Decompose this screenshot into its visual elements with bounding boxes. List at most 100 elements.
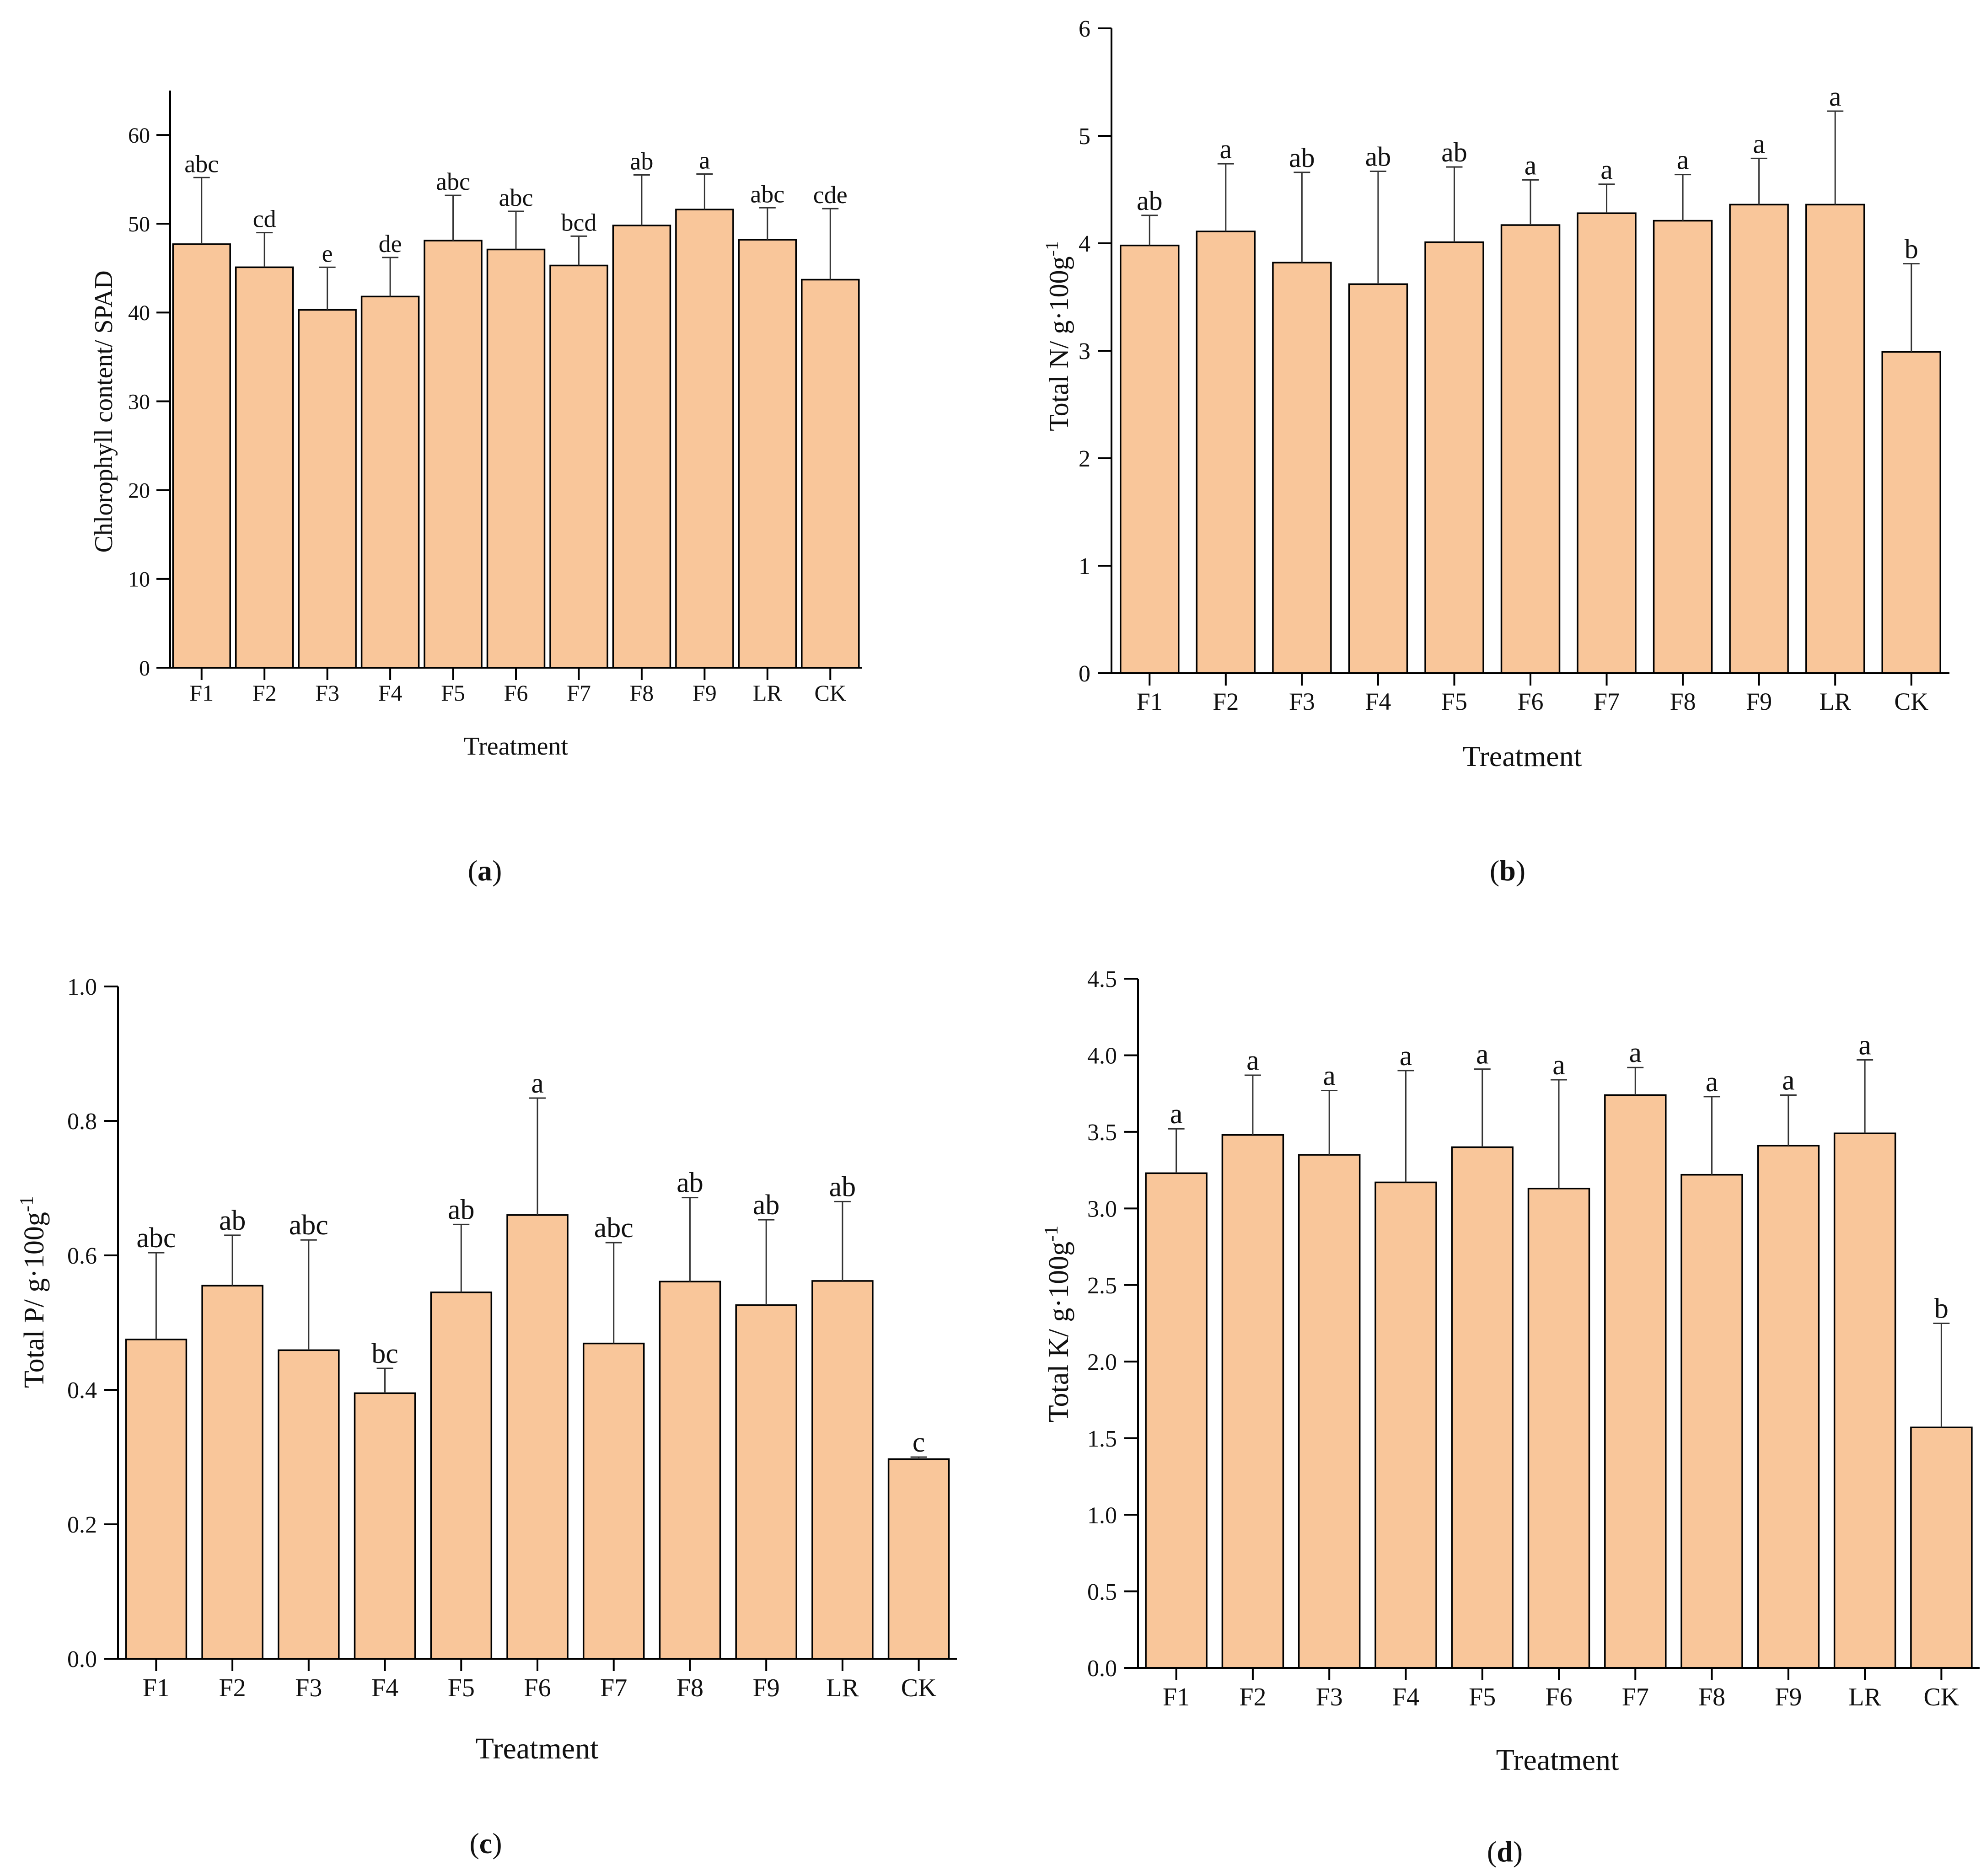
panel-b-ylabel: Total N/ g·100g-1 <box>1042 241 1074 431</box>
panel-c-x-tick-label-f4: F4 <box>371 1674 398 1702</box>
panel-a-bar-f7 <box>549 264 608 669</box>
panel-d-errorbar-f7 <box>1627 1067 1644 1095</box>
panel-a-sig-label-lr: abc <box>750 180 784 208</box>
panel-b-y-tick-label: 2 <box>1079 446 1090 472</box>
panel-b-sig-label-f3: ab <box>1289 143 1315 173</box>
panel-d-x-tick-label-f7: F7 <box>1622 1683 1649 1711</box>
panel-d-sig-label-f4: a <box>1400 1040 1412 1072</box>
panel-d-y-tick-label: 3.5 <box>1087 1120 1117 1146</box>
panel-b-x-tick-label-f4: F4 <box>1365 688 1391 715</box>
panel-d-sig-label-f8: a <box>1706 1067 1718 1098</box>
panel-c-y-tick-label: 1.0 <box>67 974 97 1000</box>
panel-d-bar-f2 <box>1221 1134 1284 1669</box>
panel-c-y-tick-label: 0.0 <box>67 1646 97 1672</box>
panel-d-bar-lr <box>1833 1132 1896 1669</box>
panel-b-errorbar-f7 <box>1598 183 1615 214</box>
panel-d-errorbar-ck <box>1933 1323 1950 1428</box>
panel-c-bar-f2 <box>201 1285 263 1660</box>
panel-d-y-tick-label: 2.0 <box>1087 1349 1117 1375</box>
panel-b-caption: (b) <box>1490 854 1525 887</box>
panel-d-xlabel: Treatment <box>1496 1743 1619 1777</box>
panel-a-sig-label-f2: cd <box>253 205 276 233</box>
panel-b-x-tick-label-f6: F6 <box>1517 688 1543 715</box>
panel-d-bar-f1 <box>1145 1172 1208 1669</box>
panel-d-errorbar-f3 <box>1321 1089 1338 1155</box>
panel-d-y-tick-label: 0.0 <box>1087 1656 1117 1682</box>
panel-d-x-tick-label-f8: F8 <box>1698 1683 1725 1711</box>
panel-c-errorbar-lr <box>834 1201 851 1281</box>
panel-d-sig-label-f5: a <box>1476 1039 1489 1070</box>
panel-d-x-tick-label-f2: F2 <box>1239 1683 1266 1711</box>
panel-b-xlabel: Treatment <box>1463 740 1582 772</box>
panel-b-bar-ck <box>1881 351 1941 674</box>
panel-c-errorbar-f5 <box>453 1223 470 1292</box>
panel-b-bar-f1 <box>1120 244 1180 674</box>
panel-b-bar-f8 <box>1653 220 1713 674</box>
panel-a-ylabel: Chlorophyll content/ SPAD <box>90 270 118 552</box>
panel-b-total-n-chart: Total N/ g·100g-1 Treatment (b) aba ab ab a… <box>1042 16 1949 887</box>
panel-a-sig-label-ck: cde <box>813 181 848 209</box>
panel-c-x-tick-label-f8: F8 <box>676 1674 703 1702</box>
panel-d-bar-ck <box>1910 1426 1973 1669</box>
panel-d-y-tick-label: 2.5 <box>1087 1273 1117 1299</box>
panel-b-bar-f3 <box>1272 262 1332 674</box>
panel-c-bar-f8 <box>659 1281 721 1660</box>
panel-b-sig-label-f9: a <box>1753 129 1765 159</box>
panel-b-sig-label-f2: a <box>1219 134 1232 164</box>
panel-b-y-tick-label: 5 <box>1079 123 1090 150</box>
panel-d-y-tick-label: 0.5 <box>1087 1579 1117 1605</box>
panel-b-bar-f2 <box>1196 230 1256 674</box>
panel-c-x-tick-label-f3: F3 <box>295 1674 322 1702</box>
panel-a-y-tick-label: 0 <box>139 656 150 681</box>
panel-c-y-tick-label: 0.6 <box>67 1243 97 1269</box>
panel-b-x-tick-label-f8: F8 <box>1670 688 1696 715</box>
panel-a-y-tick-label: 50 <box>128 212 150 236</box>
panel-c-sig-label-f2: ab <box>219 1205 246 1236</box>
panel-d-y-tick-label: 4.5 <box>1087 966 1117 992</box>
panel-d-x-tick-label-f5: F5 <box>1469 1683 1496 1711</box>
panel-a-x-tick-label-f9: F9 <box>693 680 717 706</box>
panel-c-sig-label-ck: c <box>913 1427 925 1458</box>
panel-a-sig-label-f3: e <box>322 240 333 267</box>
panel-a-bar-f9 <box>675 209 734 669</box>
panel-b-bar-f4 <box>1348 283 1408 674</box>
panel-a-sig-label-f6: abc <box>499 184 533 211</box>
panel-b-errorbar-f8 <box>1675 174 1691 221</box>
panel-b-bar-f5 <box>1424 241 1484 674</box>
panel-b-y-tick-label: 4 <box>1079 231 1090 257</box>
panel-a-bar-f2 <box>235 266 294 669</box>
panel-c-x-tick-label-f7: F7 <box>600 1674 627 1702</box>
panel-c-x-tick-label-f9: F9 <box>753 1674 780 1702</box>
panel-d-bar-f6 <box>1527 1188 1590 1669</box>
panel-a-chlorophyll-chart: Chlorophyll content/ SPAD Treatment (a) … <box>90 91 862 887</box>
panel-c-sig-label-f3: abc <box>289 1210 328 1241</box>
panel-a-bar-f8 <box>612 225 671 669</box>
panel-a-x-tick-label-f5: F5 <box>441 680 465 706</box>
panel-a-x-tick-label-f8: F8 <box>630 680 654 706</box>
panel-a-sig-label-f5: abc <box>436 168 470 195</box>
panel-c-x-tick-label-f5: F5 <box>448 1674 475 1702</box>
panel-c-bar-f4 <box>354 1392 416 1660</box>
panel-a-y-tick-label: 60 <box>128 123 150 148</box>
panel-a-bar-f4 <box>360 295 420 669</box>
panel-a-x-tick-label-f3: F3 <box>315 680 339 706</box>
panel-b-x-tick-label-f5: F5 <box>1441 688 1467 715</box>
panel-b-errorbar-f6 <box>1522 179 1539 225</box>
panel-d-ylabel: Total K/ g·100g-1 <box>1041 1226 1074 1422</box>
panel-c-x-tick-label-f2: F2 <box>219 1674 246 1702</box>
panel-c-errorbar-f4 <box>376 1367 393 1394</box>
panel-c-x-tick-label-ck: CK <box>901 1674 937 1702</box>
panel-d-errorbar-lr <box>1857 1059 1874 1134</box>
panel-b-errorbar-lr <box>1827 110 1844 205</box>
panel-d-total-k-chart: Total K/ g·100g-1 Treatment (d) a a a a a a a a… <box>1041 966 1980 1868</box>
panel-a-errorbar-lr <box>759 207 776 240</box>
panel-a-errorbar-f6 <box>508 210 524 250</box>
panel-c-errorbar-ck <box>910 1456 927 1459</box>
panel-b-y-tick-label: 0 <box>1079 661 1090 687</box>
panel-a-errorbar-f4 <box>382 257 399 297</box>
panel-b-y-tick-label: 6 <box>1079 16 1090 42</box>
panel-b-sig-label-ck: b <box>1905 234 1918 264</box>
panel-c-sig-label-f8: ab <box>676 1168 703 1199</box>
panel-d-bar-f4 <box>1374 1181 1437 1669</box>
panel-a-x-tick-label-f7: F7 <box>567 680 591 706</box>
